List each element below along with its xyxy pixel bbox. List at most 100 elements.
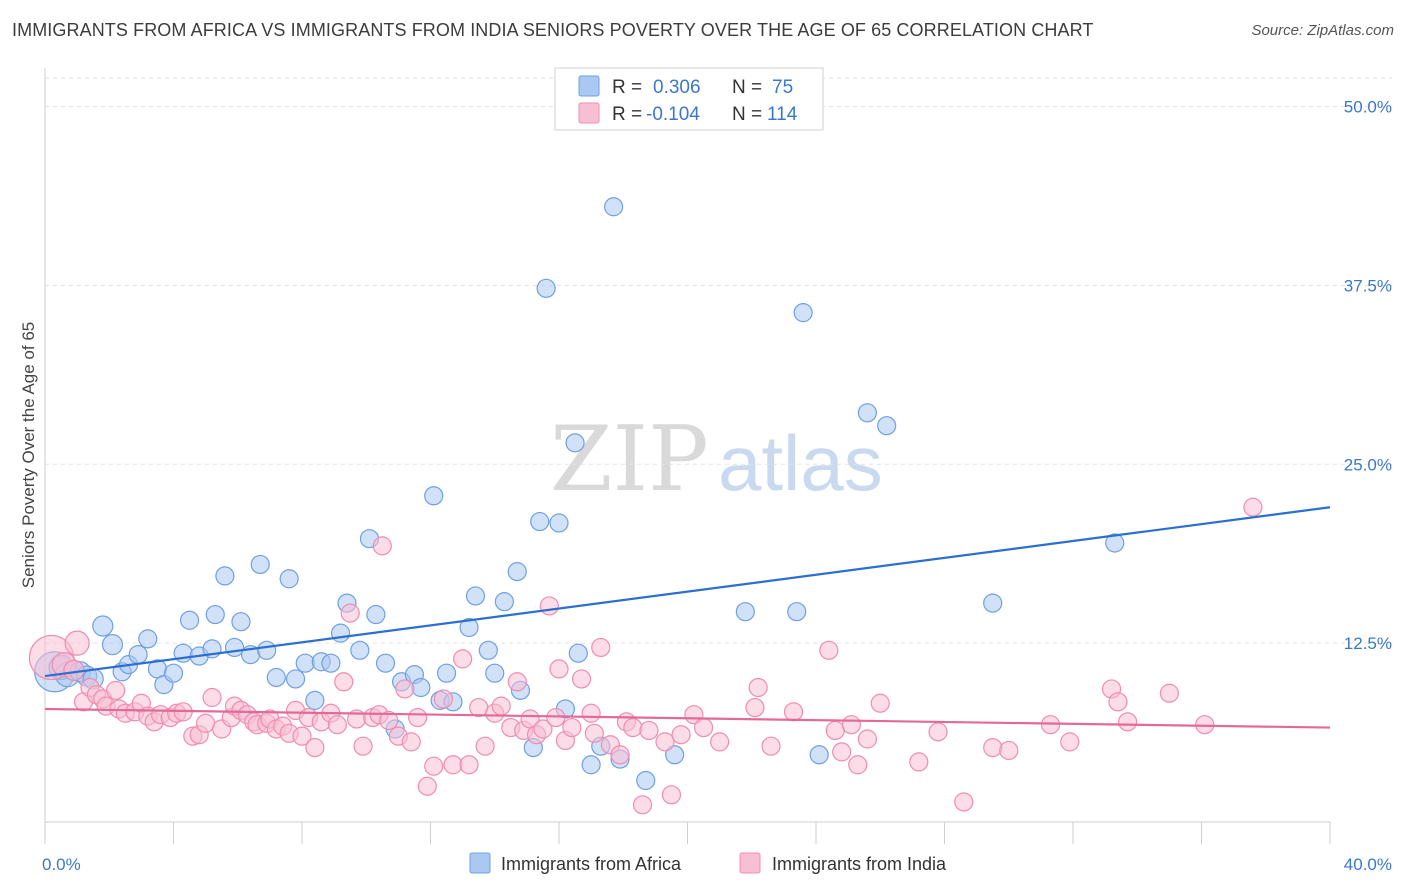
watermark-atlas: atlas <box>718 419 883 507</box>
india-point-105 <box>954 792 974 812</box>
india-point-109 <box>1060 732 1080 752</box>
y-axis-label: Seniors Poverty Over the Age of 65 <box>19 322 38 588</box>
india-point-54 <box>408 707 428 728</box>
legend-swatch-india <box>578 102 600 124</box>
watermark: ZIP atlas <box>550 407 883 512</box>
india-point-64 <box>491 696 511 716</box>
africa-point-20 <box>205 604 225 625</box>
india-point-98 <box>832 742 852 762</box>
india-point-71 <box>539 596 559 616</box>
india-point-112 <box>1118 712 1138 732</box>
india-trend-line <box>44 707 1331 729</box>
africa-point-62 <box>581 755 601 775</box>
india-point-3 <box>64 630 90 656</box>
africa-point-66 <box>636 770 656 791</box>
africa-point-54 <box>507 562 527 582</box>
trend-lines <box>44 506 1331 729</box>
india-point-78 <box>584 723 604 743</box>
india-point-53 <box>401 732 421 752</box>
africa-point-39 <box>375 653 396 673</box>
africa-point-15 <box>163 663 184 683</box>
india-points <box>28 497 1263 815</box>
legend-r-label-africa: R = <box>612 77 642 98</box>
africa-point-57 <box>536 278 556 298</box>
bottom-legend-label-africa: Immigrants from Africa <box>501 854 682 874</box>
india-point-94 <box>761 736 781 756</box>
africa-point-34 <box>330 623 351 643</box>
india-point-87 <box>661 785 682 805</box>
india-point-61 <box>469 697 489 718</box>
africa-point-50 <box>478 640 498 660</box>
india-point-57 <box>433 689 453 709</box>
africa-point-52 <box>494 592 514 612</box>
india-point-37 <box>292 726 312 746</box>
africa-point-12 <box>138 629 158 649</box>
india-point-55 <box>417 776 437 796</box>
africa-point-11 <box>128 644 148 665</box>
africa-point-70 <box>793 303 813 323</box>
africa-point-21 <box>215 566 235 586</box>
legend-n-value-africa: 75 <box>772 77 793 98</box>
axes <box>44 68 1331 844</box>
africa-point-58 <box>549 513 569 533</box>
india-point-91 <box>710 732 730 752</box>
chart-title: IMMIGRANTS FROM AFRICA VS IMMIGRANTS FRO… <box>12 20 1094 40</box>
india-point-22 <box>196 713 216 733</box>
africa-point-61 <box>568 643 588 663</box>
india-point-49 <box>372 536 392 556</box>
india-point-103 <box>909 752 929 772</box>
africa-point-17 <box>179 610 200 630</box>
africa-point-28 <box>279 569 299 589</box>
africa-point-71 <box>809 745 829 765</box>
africa-point-33 <box>321 653 341 673</box>
india-point-81 <box>610 745 630 765</box>
india-point-23 <box>202 687 222 708</box>
india-point-52 <box>395 679 415 699</box>
india-point-88 <box>671 725 691 745</box>
bottom-legend-swatch-africa <box>469 852 491 874</box>
africa-point-23 <box>231 612 251 632</box>
india-point-111 <box>1108 692 1128 712</box>
tick-labels: 12.5% 25.0% 37.5% 50.0% 0.0% 40.0% <box>42 98 1392 874</box>
india-point-39 <box>305 737 325 758</box>
africa-point-67 <box>665 745 685 765</box>
india-point-86 <box>655 732 675 752</box>
africa-point-72 <box>857 403 878 423</box>
india-point-46 <box>353 736 373 756</box>
africa-point-60 <box>565 433 585 453</box>
india-point-60 <box>459 755 479 775</box>
india-point-85 <box>639 720 659 741</box>
legend: R = 0.306 N = 75 R = -0.104 N = 114 <box>554 67 824 131</box>
india-point-102 <box>870 693 890 713</box>
india-point-73 <box>549 659 569 679</box>
india-point-56 <box>424 756 444 776</box>
y-tick-label-2: 37.5% <box>1344 276 1392 295</box>
india-point-77 <box>581 703 601 723</box>
legend-n-label-india: N = <box>732 104 762 125</box>
india-point-44 <box>340 603 360 623</box>
india-point-99 <box>841 715 861 735</box>
india-point-43 <box>334 672 354 692</box>
india-point-113 <box>1159 683 1179 703</box>
africa-trend-line <box>44 506 1331 678</box>
india-point-50 <box>379 710 399 731</box>
x-tick-label-min: 0.0% <box>42 855 81 874</box>
india-point-104 <box>928 722 948 742</box>
watermark-zip: ZIP <box>550 407 709 512</box>
india-point-70 <box>533 719 553 739</box>
legend-n-label-africa: N = <box>732 77 762 98</box>
africa-point-74 <box>983 593 1003 613</box>
legend-box <box>554 67 824 131</box>
india-point-66 <box>507 672 527 692</box>
india-point-96 <box>819 640 839 660</box>
africa-point-27 <box>266 667 286 688</box>
india-point-76 <box>571 669 592 689</box>
africa-point-56 <box>530 511 550 532</box>
legend-r-label-india: R = <box>612 104 642 125</box>
y-tick-label-1: 25.0% <box>1344 455 1392 474</box>
africa-point-64 <box>604 197 624 217</box>
africa-point-73 <box>877 416 897 436</box>
africa-point-69 <box>787 602 807 622</box>
india-point-58 <box>443 755 463 775</box>
